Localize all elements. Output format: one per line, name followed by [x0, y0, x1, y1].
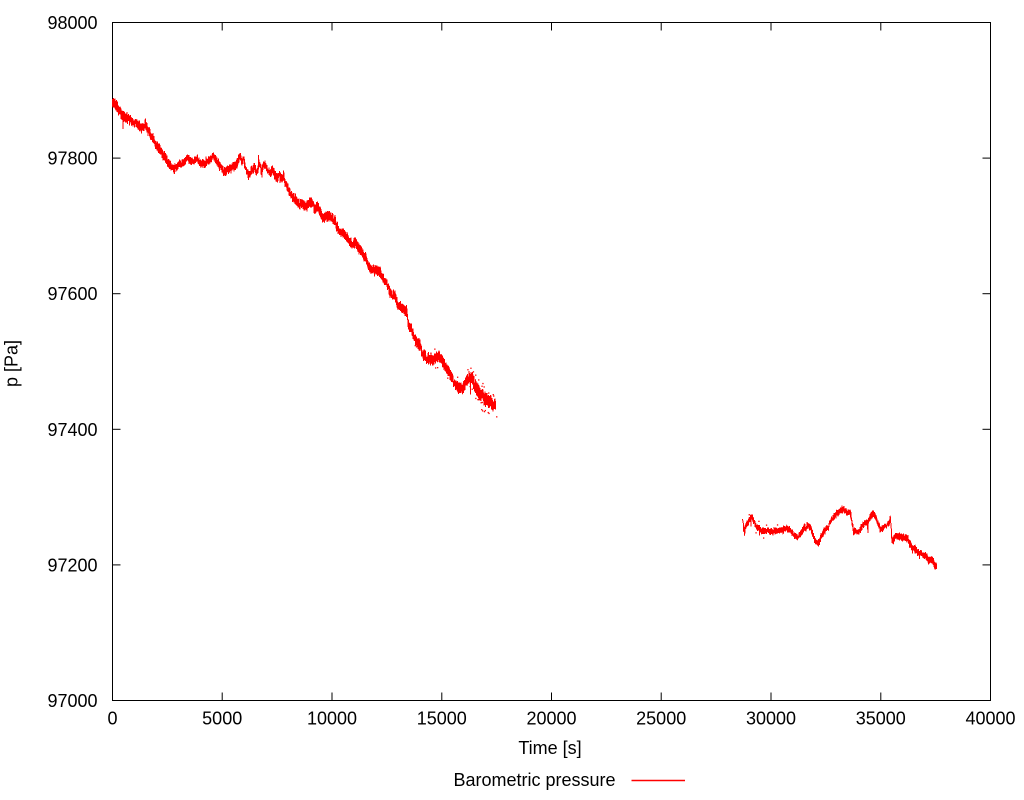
svg-text:97000: 97000 [47, 691, 97, 711]
svg-text:0: 0 [107, 709, 117, 729]
svg-text:5000: 5000 [202, 709, 242, 729]
svg-text:25000: 25000 [636, 709, 686, 729]
svg-text:30000: 30000 [746, 709, 796, 729]
svg-text:97400: 97400 [47, 420, 97, 440]
svg-text:15000: 15000 [417, 709, 467, 729]
svg-text:35000: 35000 [856, 709, 906, 729]
svg-text:Barometric pressure: Barometric pressure [453, 770, 615, 790]
svg-text:97800: 97800 [47, 149, 97, 169]
svg-text:p [Pa]: p [Pa] [2, 340, 22, 387]
svg-text:97600: 97600 [47, 284, 97, 304]
svg-text:10000: 10000 [307, 709, 357, 729]
svg-text:40000: 40000 [965, 709, 1015, 729]
svg-text:Time [s]: Time [s] [518, 738, 581, 758]
svg-text:98000: 98000 [47, 13, 97, 33]
svg-text:97200: 97200 [47, 555, 97, 575]
svg-text:20000: 20000 [526, 709, 576, 729]
